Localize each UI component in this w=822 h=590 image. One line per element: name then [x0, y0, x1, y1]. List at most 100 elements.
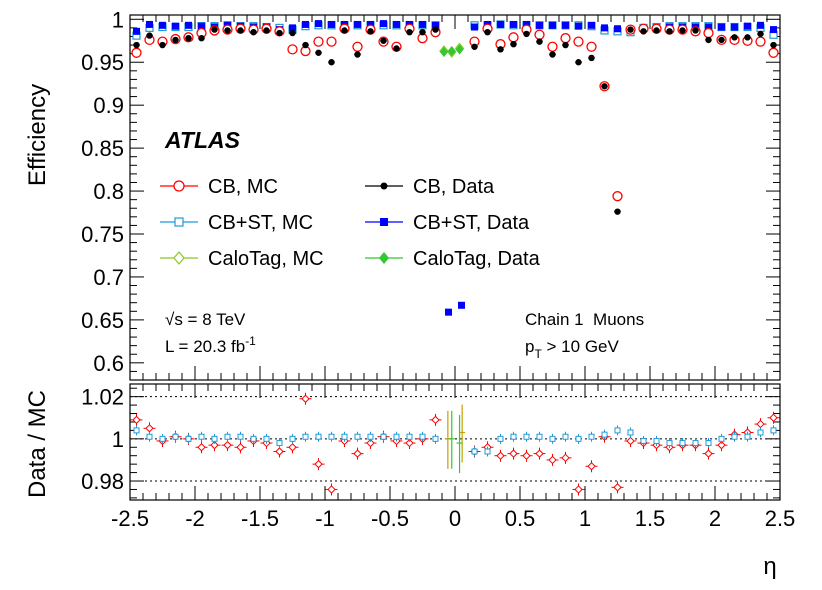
point-cb_data — [653, 27, 660, 34]
point-cbst_data — [172, 22, 179, 30]
point-cb_data — [198, 34, 205, 42]
point-cb_mc — [131, 47, 142, 58]
point-cb_data — [588, 54, 595, 62]
ratio-cbst-point — [302, 433, 309, 440]
point-cb_mc — [534, 29, 545, 40]
ratio-cb-point — [197, 443, 206, 452]
ratio-cbst-point — [575, 435, 582, 442]
point-cb_data — [601, 83, 608, 90]
x-tick-label: -0.5 — [371, 506, 409, 531]
ratio-cbst-point — [536, 433, 543, 440]
point-cbst_data — [562, 21, 569, 29]
ratio-points — [130, 392, 780, 496]
legend-marker-cbst_data — [380, 218, 388, 226]
ratio-cbst-point — [601, 431, 608, 438]
point-cb_data — [497, 46, 504, 53]
point-cb_data — [757, 30, 764, 38]
ratio-cb-point — [405, 438, 414, 448]
x-tick-label: -1.5 — [241, 506, 279, 531]
ratio-cbst-point — [562, 433, 569, 440]
ratio-cbst-point — [640, 437, 647, 444]
point-cb_data — [328, 59, 335, 66]
x-tick-label: -2.5 — [111, 506, 149, 531]
point-cb_data — [276, 29, 283, 37]
point-cbst_data — [185, 21, 192, 29]
point-cb_data — [718, 36, 725, 44]
pt-cut-label: pT > 10 GeV — [525, 337, 619, 361]
point-cbst_data — [705, 23, 712, 31]
ratio-cb-point — [353, 449, 362, 458]
ratio-cb-point — [509, 449, 518, 458]
point-cb_data — [549, 51, 556, 58]
point-cb_data — [692, 27, 699, 34]
legend-label-cb_data: CB, Data — [413, 176, 495, 198]
point-cbst_data — [718, 23, 725, 31]
ratio-cbst-point — [393, 433, 400, 440]
point-cb_data — [666, 28, 673, 35]
point-cb_data — [263, 27, 270, 34]
ratio-cbst-point — [185, 435, 192, 442]
luminosity-value: L = 20.3 fb — [165, 337, 245, 356]
point-cb_data — [393, 45, 400, 52]
ratio-cbst-point — [419, 433, 426, 440]
point-cbst_data — [159, 21, 166, 29]
point-cb_mc — [573, 36, 584, 47]
point-cb_data — [250, 28, 257, 36]
point-cb_data — [211, 26, 218, 33]
point-cbst_data — [380, 20, 387, 28]
pt-symbol: p — [525, 337, 534, 356]
y-tick-label-top: 0.65 — [81, 308, 124, 333]
x-tick-label: 2.5 — [765, 506, 796, 531]
point-cbst_data — [770, 26, 777, 34]
ratio-cbst-point — [614, 427, 621, 434]
ratio-cbst-point — [666, 440, 673, 447]
ratio-cb-point — [132, 415, 141, 425]
ratio-cbst-point — [341, 433, 348, 440]
pt-cut-value: > 10 GeV — [542, 337, 620, 356]
point-cb_mc — [352, 41, 363, 52]
y-tick-label-top: 1 — [112, 7, 124, 32]
point-cb_data — [315, 49, 322, 56]
ratio-cbst-point — [172, 433, 179, 440]
ratio-cb-point — [366, 438, 375, 448]
ratio-cb-point — [574, 485, 583, 494]
point-cbst_data — [744, 22, 751, 30]
y-tick-label-bottom: 1.02 — [81, 385, 124, 410]
point-cb_data — [562, 41, 569, 49]
ratio-cb-point — [327, 485, 336, 494]
ratio-cb-point — [717, 440, 726, 450]
point-cbst_data — [471, 23, 478, 31]
point-cb_mc — [508, 32, 519, 43]
point-cb_data — [341, 27, 348, 34]
ratio-cbst-point — [367, 433, 374, 440]
ratio-cbst-point — [510, 433, 517, 440]
point-cbst_data — [601, 24, 608, 32]
point-cb_data — [614, 208, 621, 215]
top-y-axis: 0.6 0.65 0.7 0.75 0.8 0.85 0.9 0.95 1 — [81, 7, 780, 376]
point-cb_data — [146, 32, 153, 39]
point-cbst_data — [302, 20, 309, 28]
luminosity-exponent: -1 — [245, 334, 256, 348]
ratio-cbst-point — [354, 433, 361, 440]
y-axis-title-bottom: Data / MC — [24, 390, 51, 498]
ratio-cbst-point — [198, 433, 205, 440]
point-cb_data — [770, 41, 777, 49]
ratio-cbst-point — [159, 435, 166, 442]
point-cbst_data — [146, 20, 153, 28]
point-cb_data — [432, 26, 439, 33]
x-tick-label: 1 — [579, 506, 591, 531]
ratio-cb-point — [431, 415, 440, 425]
y-axis-title-top: Efficiency — [24, 84, 51, 186]
ratio-cbst-point — [237, 433, 244, 440]
point-cbst_data — [354, 20, 361, 28]
legend-label-calo_mc: CaloTag, MC — [208, 248, 324, 270]
ratio-cbst-point — [380, 433, 387, 440]
point-cb_mc — [547, 41, 558, 52]
point-cbst_data — [536, 21, 543, 29]
y-tick-label-top: 0.8 — [93, 179, 124, 204]
point-calo_data — [447, 46, 456, 57]
energy-label: √s = 8 TeV — [165, 310, 246, 329]
point-cbst_data — [328, 20, 335, 28]
point-cbst_data — [198, 22, 205, 30]
point-cb_data — [302, 41, 309, 49]
